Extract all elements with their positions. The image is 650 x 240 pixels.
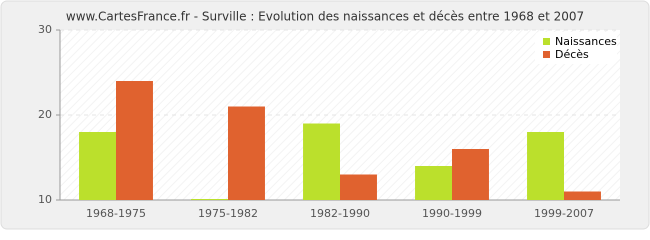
legend-swatch	[543, 51, 550, 58]
bar	[303, 123, 340, 200]
x-tick-label: 1990-1999	[422, 207, 482, 220]
bar	[340, 174, 377, 200]
bar	[452, 149, 489, 200]
legend-label: Naissances	[555, 35, 617, 48]
bar	[527, 132, 564, 200]
x-tick-label: 1968-1975	[86, 207, 146, 220]
y-tick-label: 30	[38, 23, 52, 36]
y-tick-label: 20	[38, 108, 52, 121]
bar	[415, 166, 452, 200]
chart-title: www.CartesFrance.fr - Surville : Evoluti…	[66, 10, 584, 24]
x-tick-label: 1999-2007	[534, 207, 594, 220]
y-tick-label: 10	[38, 193, 52, 206]
page: {"chart_data": {"type": "bar", "title": …	[0, 0, 650, 230]
bar	[191, 199, 228, 200]
bar	[116, 81, 153, 200]
bar	[79, 132, 116, 200]
legend-swatch	[543, 38, 550, 45]
x-tick-label: 1982-1990	[310, 207, 370, 220]
bar	[228, 106, 265, 200]
bar	[564, 191, 601, 200]
legend-label: Décès	[555, 48, 589, 61]
x-tick-label: 1975-1982	[198, 207, 258, 220]
chart: www.CartesFrance.fr - Surville : Evoluti…	[0, 0, 650, 230]
legend-box	[535, 32, 617, 64]
